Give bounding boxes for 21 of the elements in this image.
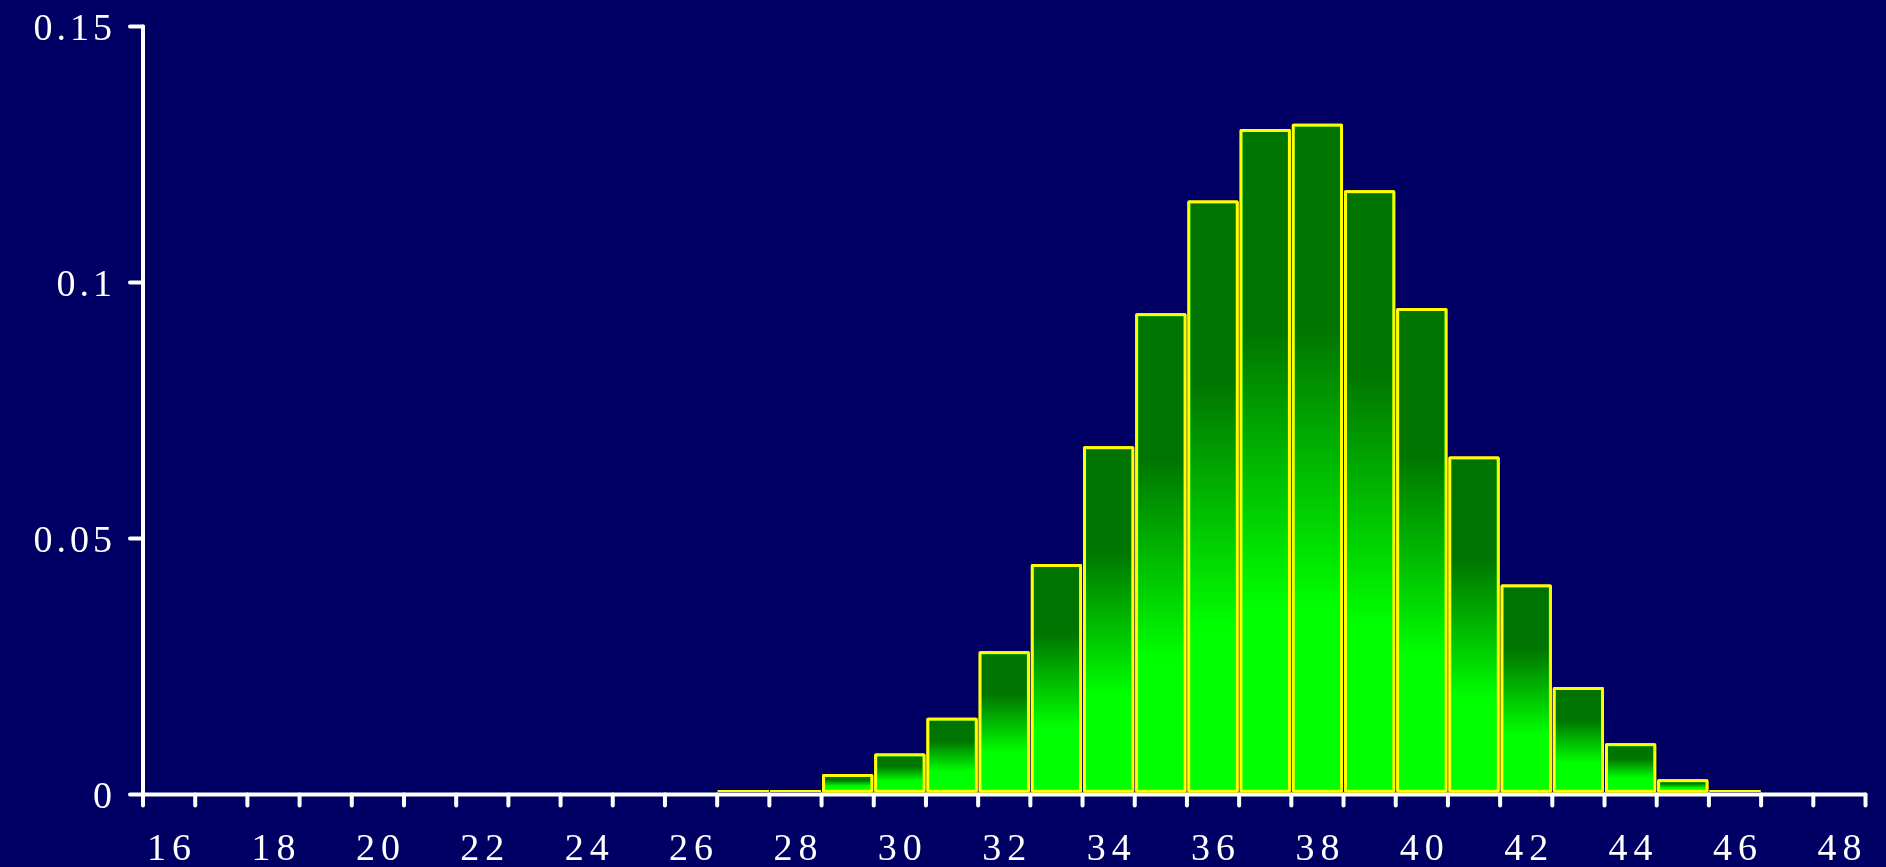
x-tick-label: 44 xyxy=(1608,826,1659,867)
x-tick-label: 24 xyxy=(564,826,615,867)
x-tick-label: 42 xyxy=(1504,826,1555,867)
x-tick-label: 46 xyxy=(1713,826,1764,867)
y-tick-label: 0 xyxy=(93,773,116,816)
x-tick-label: 26 xyxy=(669,826,720,867)
x-tick-label: 48 xyxy=(1817,826,1868,867)
y-tick-label: 0.15 xyxy=(33,5,116,48)
x-tick-label: 20 xyxy=(355,826,406,867)
y-tick-label: 0.1 xyxy=(56,261,116,304)
x-tick-label: 38 xyxy=(1295,826,1346,867)
x-tick-label: 32 xyxy=(982,826,1033,867)
x-tick-label: 18 xyxy=(251,826,302,867)
x-tick-label: 30 xyxy=(877,826,928,867)
y-tick-label: 0.05 xyxy=(33,517,116,560)
x-tick-label: 16 xyxy=(147,826,198,867)
x-tick-label: 34 xyxy=(1086,826,1137,867)
x-tick-label: 40 xyxy=(1399,826,1450,867)
x-tick-label: 28 xyxy=(773,826,824,867)
x-tick-label: 22 xyxy=(460,826,511,867)
x-tick-label: 36 xyxy=(1191,826,1242,867)
